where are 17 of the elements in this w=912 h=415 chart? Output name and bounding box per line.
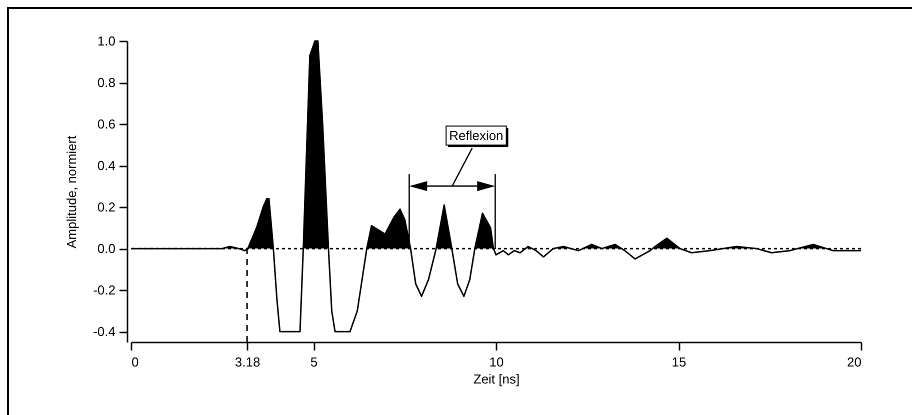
y-tick-label: 1.0 <box>97 34 116 48</box>
annotation: Reflexion <box>449 128 504 144</box>
x-tick-label: 5 <box>310 354 318 370</box>
y-tick-label: 0.4 <box>97 158 116 174</box>
y-tick-label: 0.0 <box>97 241 116 256</box>
y-axis-title: Amplitude, normiert <box>64 135 80 248</box>
x-tick-label: 10 <box>489 354 504 370</box>
x-tick-label: 0 <box>132 354 139 370</box>
y-tick-label: -0.4 <box>93 324 116 340</box>
x-tick-label: 3.18 <box>234 354 260 370</box>
y-tick-label: 0.2 <box>97 200 116 215</box>
y-tick-label: 0.6 <box>97 116 116 132</box>
y-tick-label: 0.8 <box>97 75 116 90</box>
y-tick-label: -0.2 <box>93 282 116 298</box>
x-tick-label: 20 <box>847 354 862 370</box>
x-tick-label: 15 <box>672 354 686 370</box>
x-axis-title: Zeit [ns] <box>473 372 520 386</box>
